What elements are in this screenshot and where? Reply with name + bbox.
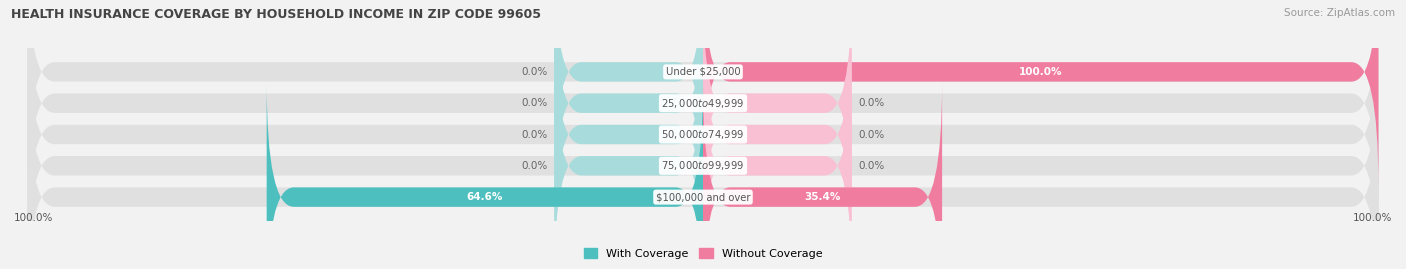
FancyBboxPatch shape [28, 0, 1378, 219]
Text: 64.6%: 64.6% [467, 192, 503, 202]
Text: 0.0%: 0.0% [522, 67, 548, 77]
Text: $50,000 to $74,999: $50,000 to $74,999 [661, 128, 745, 141]
Legend: With Coverage, Without Coverage: With Coverage, Without Coverage [579, 244, 827, 263]
Text: $75,000 to $99,999: $75,000 to $99,999 [661, 159, 745, 172]
Text: $25,000 to $49,999: $25,000 to $49,999 [661, 97, 745, 110]
FancyBboxPatch shape [703, 19, 852, 250]
Text: $100,000 and over: $100,000 and over [655, 192, 751, 202]
Text: 0.0%: 0.0% [522, 98, 548, 108]
Text: Under $25,000: Under $25,000 [665, 67, 741, 77]
FancyBboxPatch shape [267, 82, 703, 269]
Text: 0.0%: 0.0% [858, 161, 884, 171]
FancyBboxPatch shape [703, 0, 1378, 187]
Text: 0.0%: 0.0% [522, 129, 548, 140]
Text: 0.0%: 0.0% [858, 98, 884, 108]
Text: 100.0%: 100.0% [14, 213, 53, 223]
FancyBboxPatch shape [28, 0, 1378, 187]
FancyBboxPatch shape [554, 0, 703, 187]
FancyBboxPatch shape [28, 19, 1378, 250]
Text: 0.0%: 0.0% [522, 161, 548, 171]
FancyBboxPatch shape [554, 0, 703, 219]
FancyBboxPatch shape [703, 82, 942, 269]
FancyBboxPatch shape [703, 0, 852, 219]
FancyBboxPatch shape [28, 82, 1378, 269]
Text: 100.0%: 100.0% [1353, 213, 1392, 223]
Text: 35.4%: 35.4% [804, 192, 841, 202]
FancyBboxPatch shape [28, 50, 1378, 269]
Text: 100.0%: 100.0% [1019, 67, 1063, 77]
Text: 0.0%: 0.0% [858, 129, 884, 140]
FancyBboxPatch shape [554, 50, 703, 269]
FancyBboxPatch shape [554, 19, 703, 250]
Text: Source: ZipAtlas.com: Source: ZipAtlas.com [1284, 8, 1395, 18]
Text: HEALTH INSURANCE COVERAGE BY HOUSEHOLD INCOME IN ZIP CODE 99605: HEALTH INSURANCE COVERAGE BY HOUSEHOLD I… [11, 8, 541, 21]
FancyBboxPatch shape [703, 50, 852, 269]
